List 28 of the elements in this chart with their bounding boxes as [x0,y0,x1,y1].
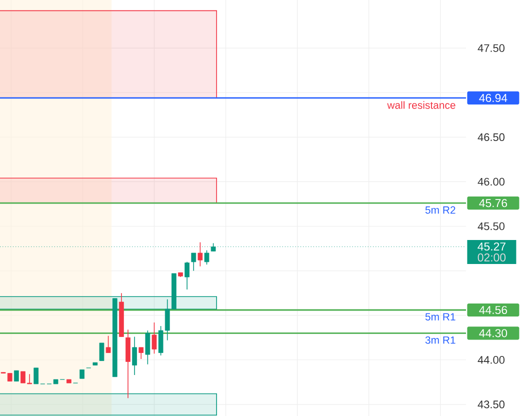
text: 46.94 [479,94,508,102]
candlestick [152,322,157,354]
y-tick-label: 45.50 [478,222,505,230]
y-tick-label: 44.00 [478,356,505,364]
y-tick-label: 47.50 [478,44,505,52]
text: 45.76 [479,199,508,208]
text: 44.30 [479,329,508,338]
ref-line-label: 3m R1 [425,336,456,344]
candlestick [198,242,203,267]
candlestick [138,347,144,360]
candlestick [99,342,104,362]
ref-line-label: 5m R2 [425,206,456,214]
candlestick [145,330,150,365]
y-tick-label: 46.00 [478,178,505,186]
text: 45.27 [478,242,506,251]
candlestick [132,336,137,376]
candlestick [191,252,196,272]
candlestick [14,370,19,382]
text: 44.56 [479,306,508,314]
y-tick-label: 46.50 [478,133,505,142]
candlestick [204,250,210,265]
text: 02:00 [478,253,506,262]
candlestick [106,335,111,354]
candlestick [184,261,190,290]
ref-line-label: 5m R1 [425,313,456,320]
ref-line-label: wall resistance [387,101,456,109]
candlestick [34,368,39,384]
y-tick-label: 43.50 [478,400,505,408]
